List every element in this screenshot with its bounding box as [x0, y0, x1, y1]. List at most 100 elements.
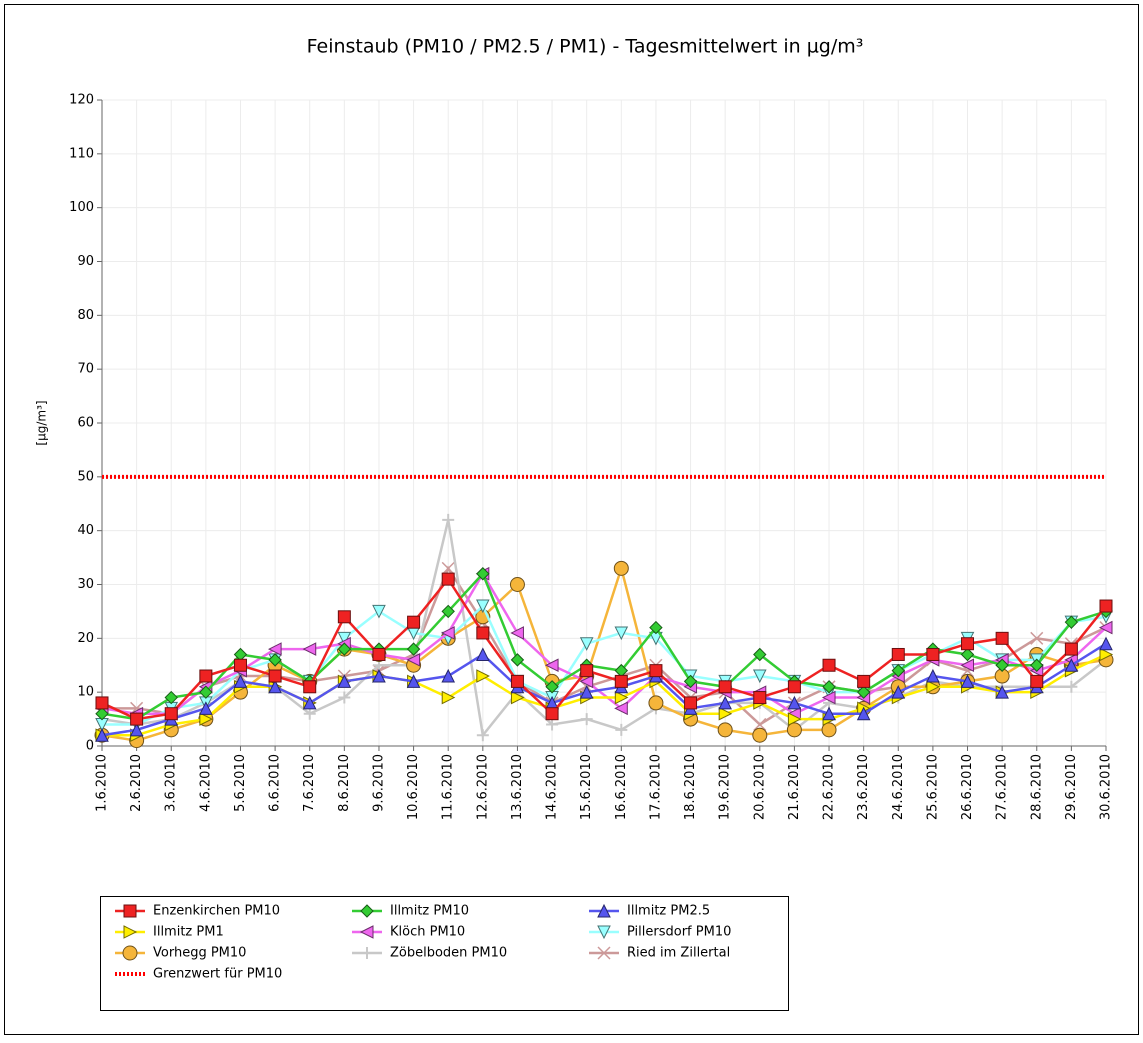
marker	[926, 647, 940, 661]
y-tick-label: 20	[77, 631, 94, 646]
marker	[406, 653, 421, 667]
marker	[476, 599, 490, 614]
marker	[303, 680, 317, 694]
marker	[683, 674, 698, 689]
marker	[718, 695, 732, 710]
marker	[476, 567, 490, 581]
marker	[123, 925, 138, 939]
marker	[648, 695, 664, 711]
legend-label: Klöch PM10	[390, 925, 465, 940]
marker	[613, 560, 629, 576]
legend-label: Pillersdorf PM10	[627, 925, 731, 940]
x-tick-label: 22.6.2010	[822, 754, 837, 820]
marker	[615, 723, 628, 736]
marker	[441, 626, 455, 640]
marker	[95, 706, 109, 721]
marker	[509, 577, 525, 592]
legend-label: Grenzwert für PM10	[153, 967, 282, 982]
marker	[579, 674, 594, 689]
y-tick-label: 30	[77, 577, 94, 592]
marker	[857, 674, 871, 688]
x-tick-label: 28.6.2010	[1029, 754, 1044, 820]
x-tick-label: 25.6.2010	[925, 754, 940, 820]
y-axis-label: [µg/m³]	[35, 400, 49, 445]
x-tick-label: 10.6.2010	[406, 754, 421, 820]
marker	[597, 925, 611, 940]
marker	[821, 690, 836, 705]
marker	[476, 626, 490, 640]
marker	[718, 706, 733, 721]
marker	[372, 668, 386, 683]
marker	[359, 925, 374, 939]
marker	[960, 647, 975, 662]
marker	[361, 947, 373, 959]
marker	[684, 696, 698, 710]
marker	[856, 706, 871, 721]
x-tick-label: 13.6.2010	[510, 754, 525, 820]
marker	[95, 728, 109, 742]
marker	[753, 717, 767, 731]
y-tick-label: 40	[77, 523, 94, 538]
x-tick-label: 6.6.2010	[268, 754, 283, 812]
marker	[822, 706, 836, 721]
marker	[1099, 647, 1114, 662]
marker	[960, 674, 975, 688]
x-tick-label: 15.6.2010	[579, 754, 594, 820]
y-tick-label: 100	[69, 200, 94, 215]
marker	[441, 572, 455, 586]
x-tick-label: 5.6.2010	[233, 754, 248, 812]
marker	[130, 712, 144, 726]
marker	[199, 712, 213, 726]
marker	[337, 631, 352, 646]
x-tick-label: 16.6.2010	[614, 754, 629, 820]
frame	[4, 4, 1139, 1035]
x-tick-label: 14.6.2010	[545, 754, 560, 820]
marker	[1030, 658, 1044, 672]
x-tick-label: 4.6.2010	[198, 754, 213, 812]
marker	[1099, 636, 1113, 651]
marker	[1064, 658, 1079, 672]
marker	[787, 680, 801, 694]
marker	[718, 680, 732, 694]
marker	[926, 668, 940, 683]
marker	[546, 718, 559, 731]
chart-title: Feinstaub (PM10 / PM2.5 / PM1) - Tagesmi…	[307, 36, 864, 58]
marker	[926, 679, 941, 694]
marker	[544, 658, 559, 673]
marker	[441, 690, 456, 705]
legend-label: Illmitz PM2.5	[627, 904, 710, 919]
x-tick-label: 9.6.2010	[371, 754, 386, 812]
marker	[337, 642, 352, 656]
marker	[441, 561, 455, 575]
marker	[441, 668, 456, 683]
marker	[406, 674, 421, 688]
marker	[545, 707, 559, 721]
marker	[1030, 631, 1044, 645]
y-tick-label: 70	[77, 362, 94, 377]
marker	[337, 674, 352, 688]
marker	[129, 722, 144, 737]
marker	[1030, 674, 1044, 688]
marker	[960, 658, 975, 673]
marker	[597, 946, 611, 960]
x-tick-label: 20.6.2010	[752, 754, 767, 820]
marker	[580, 664, 594, 678]
marker	[360, 904, 374, 918]
marker	[510, 626, 524, 640]
marker	[787, 712, 802, 726]
marker	[649, 620, 663, 635]
marker	[891, 663, 905, 678]
marker	[441, 604, 455, 619]
marker	[199, 701, 213, 715]
legend-label: Vorhegg PM10	[153, 946, 246, 961]
marker	[614, 674, 628, 688]
x-tick-label: 11.6.2010	[441, 754, 456, 820]
y-tick-label: 80	[77, 308, 94, 323]
marker	[961, 637, 975, 651]
x-tick-label: 29.6.2010	[1064, 754, 1079, 820]
marker	[753, 647, 767, 662]
x-tick-label: 2.6.2010	[129, 754, 144, 812]
marker	[995, 685, 1009, 699]
x-tick-label: 12.6.2010	[475, 754, 490, 820]
marker	[268, 653, 282, 667]
